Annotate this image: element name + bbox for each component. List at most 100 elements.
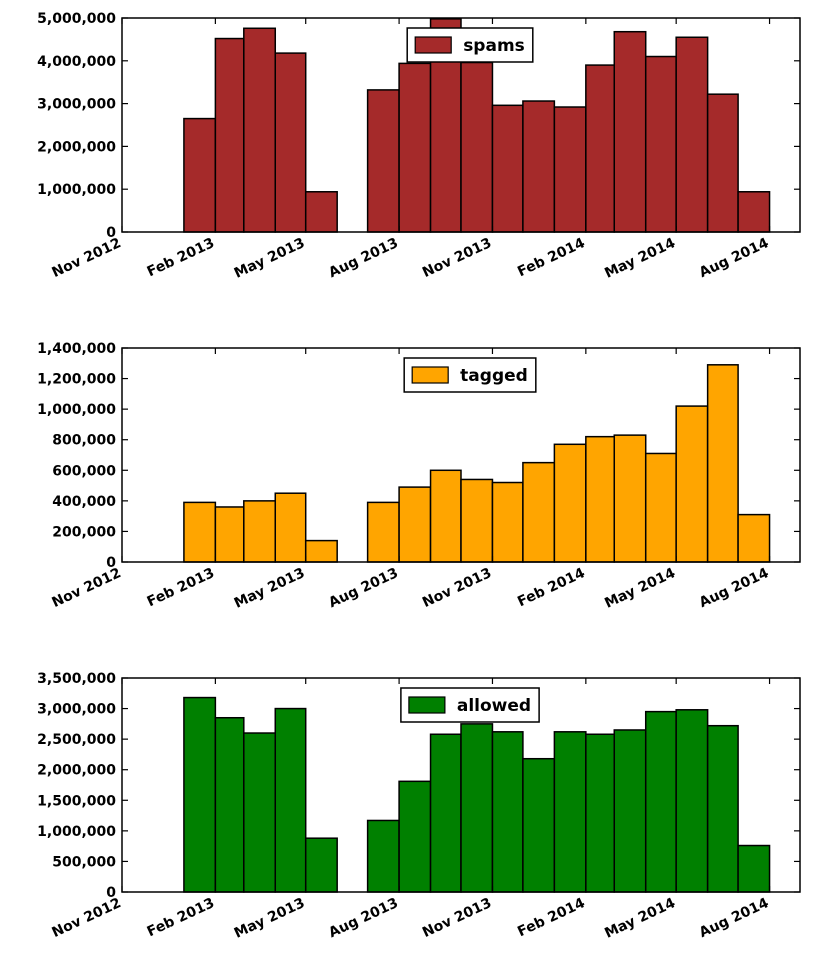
bar-spams-2014-07 xyxy=(737,191,771,233)
y-tick-label: 1,500,000 xyxy=(37,793,116,809)
bar-allowed-2014-02 xyxy=(585,733,616,893)
x-tick-label: Nov 2012 xyxy=(50,565,124,611)
bar-allowed-2014-03 xyxy=(613,729,647,893)
legend-swatch xyxy=(411,366,449,384)
bar-spams-2013-05 xyxy=(304,191,338,233)
x-tick-label: May 2014 xyxy=(602,895,678,942)
bar-tagged-2014-04 xyxy=(644,452,677,563)
bar-tagged-2014-01 xyxy=(553,443,587,563)
bar-allowed-2013-02 xyxy=(214,716,245,893)
bar-spams-2014-02 xyxy=(585,64,616,233)
bar-spams-2013-11 xyxy=(491,104,524,233)
y-tick-label: 2,500,000 xyxy=(37,732,116,748)
bar-tagged-2014-02 xyxy=(585,435,616,563)
bar-allowed-2014-04 xyxy=(644,710,677,893)
y-tick-label: 1,000,000 xyxy=(37,402,116,418)
bar-spams-2013-03 xyxy=(243,27,277,233)
bar-spams-2014-01 xyxy=(553,106,587,233)
y-tick-label: 2,000,000 xyxy=(37,763,116,779)
y-tick-label: 2,000,000 xyxy=(37,139,116,155)
bar-tagged-2014-03 xyxy=(613,434,647,563)
x-tick-label: Aug 2014 xyxy=(697,895,772,941)
bar-tagged-2013-12 xyxy=(522,461,556,563)
y-tick-label: 4,000,000 xyxy=(37,54,116,70)
x-tick-label: May 2014 xyxy=(602,565,678,612)
bar-allowed-2014-07 xyxy=(737,844,771,893)
bar-spams-2013-02 xyxy=(214,37,245,233)
bar-tagged-2013-02 xyxy=(214,506,245,563)
x-tick-label: Nov 2013 xyxy=(420,565,494,611)
bar-allowed-2013-05 xyxy=(304,837,338,893)
axes-frame xyxy=(121,347,801,563)
bar-allowed-2013-10 xyxy=(460,723,494,893)
legend: spams xyxy=(406,27,534,63)
x-tick-label: Aug 2013 xyxy=(326,235,400,281)
bar-spams-2013-12 xyxy=(522,100,556,233)
bar-allowed-2013-03 xyxy=(243,732,277,893)
bar-spams-2013-07 xyxy=(366,89,400,233)
bar-allowed-2013-04 xyxy=(274,707,307,893)
bar-tagged-2013-03 xyxy=(243,500,277,563)
bar-tagged-2014-07 xyxy=(737,513,771,563)
bar-spams-2014-03 xyxy=(613,30,647,233)
bar-tagged-2013-07 xyxy=(366,501,400,563)
bar-tagged-2013-10 xyxy=(460,478,494,563)
y-tick-label: 800,000 xyxy=(52,433,116,449)
y-tick-label: 3,000,000 xyxy=(37,97,116,113)
legend: tagged xyxy=(403,357,537,393)
bar-tagged-2013-09 xyxy=(429,469,462,563)
y-tick-label: 3,000,000 xyxy=(37,702,116,718)
y-tick-label: 1,200,000 xyxy=(37,372,116,388)
bar-allowed-2013-09 xyxy=(429,733,462,893)
bar-allowed-2013-08 xyxy=(398,780,432,893)
y-tick-label: 1,000,000 xyxy=(37,824,116,840)
x-tick-label: Nov 2012 xyxy=(50,235,124,281)
axes-frame xyxy=(121,17,801,233)
legend-label: allowed xyxy=(457,696,531,716)
legend-label: spams xyxy=(463,36,525,56)
bar-tagged-2013-08 xyxy=(398,486,432,563)
bar-allowed-2013-07 xyxy=(366,819,400,893)
bar-spams-2014-04 xyxy=(644,55,677,233)
legend-swatch xyxy=(408,696,446,714)
x-tick-label: Nov 2013 xyxy=(420,895,494,941)
bar-allowed-2013-01 xyxy=(183,696,217,893)
x-tick-label: May 2013 xyxy=(232,895,308,942)
bar-spams-2013-01 xyxy=(183,117,217,233)
x-tick-label: May 2013 xyxy=(232,235,308,282)
bar-tagged-2013-05 xyxy=(304,539,338,563)
y-tick-label: 500,000 xyxy=(52,854,116,870)
bar-tagged-2013-11 xyxy=(491,481,524,563)
bar-tagged-2014-06 xyxy=(706,364,739,563)
bar-allowed-2014-05 xyxy=(675,709,709,893)
x-tick-label: Nov 2013 xyxy=(420,235,494,281)
y-tick-label: 3,500,000 xyxy=(37,671,116,687)
chart-panel-allowed: 0 500,000 1,000,000 1,500,000 2,000,000 2,500… xyxy=(37,671,801,942)
bar-tagged-2013-04 xyxy=(274,492,307,563)
legend-label: tagged xyxy=(460,366,528,386)
x-tick-label: Aug 2013 xyxy=(326,895,400,941)
x-tick-label: Feb 2014 xyxy=(515,235,588,280)
y-tick-label: 400,000 xyxy=(52,494,116,510)
bar-tagged-2013-01 xyxy=(183,501,217,563)
bar-allowed-2014-01 xyxy=(553,731,587,893)
x-tick-label: May 2014 xyxy=(602,235,678,282)
axes-frame xyxy=(121,677,801,893)
y-tick-label: 0 xyxy=(106,225,116,241)
x-tick-label: Aug 2014 xyxy=(697,565,772,611)
legend: allowed xyxy=(400,687,540,723)
x-tick-label: Feb 2013 xyxy=(145,235,217,280)
x-tick-label: Feb 2014 xyxy=(515,895,588,940)
y-tick-label: 600,000 xyxy=(52,463,116,479)
chart-panel-spams: 0 1,000,000 2,000,000 3,000,000 4,000,000 5,0… xyxy=(37,11,801,282)
y-tick-label: 0 xyxy=(106,885,116,901)
bar-allowed-2013-12 xyxy=(522,757,556,893)
bar-spams-2013-04 xyxy=(274,52,307,233)
bar-allowed-2014-06 xyxy=(706,724,739,893)
x-tick-label: Feb 2014 xyxy=(515,565,588,610)
chart-panel-tagged: 0 200,000 400,000 600,000 800,000 1,000,000 1,… xyxy=(37,341,801,612)
x-tick-label: Aug 2014 xyxy=(697,235,772,281)
y-tick-label: 0 xyxy=(106,555,116,571)
x-tick-label: Feb 2013 xyxy=(145,895,217,940)
